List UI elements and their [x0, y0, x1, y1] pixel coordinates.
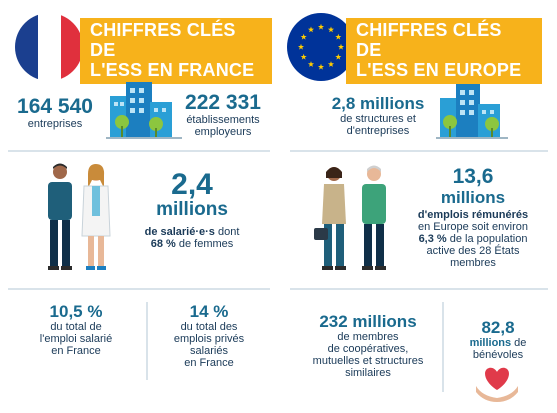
france-stat1: 10,5 % du total de l'emploi salarié en F…	[14, 302, 138, 357]
eu-star-icon	[335, 53, 342, 60]
eu-jobs-line3-rest: de la population	[446, 233, 528, 245]
volunteers-rest: de	[511, 337, 527, 349]
jobs-desc-2-rest: de femmes	[175, 238, 234, 250]
eu-star-icon	[300, 53, 307, 60]
volunteers-unit: millions	[469, 337, 512, 349]
eu-jobs-line5: membres	[450, 257, 496, 269]
france-stat2: 14 % du total des emplois privés salarié…	[152, 302, 266, 369]
buildings-icon-europe	[436, 76, 508, 140]
stat1-line3: en France	[51, 345, 101, 357]
jobs-desc-1-rest: dont	[214, 226, 240, 238]
structures-line1: de structures et	[340, 113, 416, 125]
jobs-desc-1-bold: de salarié·e·s	[144, 226, 215, 238]
europe-members: 232 millions de membres de coopératives,…	[298, 312, 438, 379]
eu-star-icon	[300, 33, 307, 40]
france-title-line2: l'ESS en France	[90, 60, 255, 80]
divider-france-vertical	[146, 302, 148, 380]
france-enterprises: 164 540 entreprises	[6, 95, 104, 131]
enterprises-label: entreprises	[27, 118, 83, 130]
members-line4: similaires	[345, 367, 391, 379]
jobs-desc-1: de salarié·e·s dont	[122, 226, 262, 238]
jobs-desc-2-bold: 68 %	[150, 238, 176, 250]
members-line2: de coopératives,	[327, 343, 409, 355]
structures-line2: d'entreprises	[346, 125, 410, 137]
employers-label-1: établissements	[186, 114, 260, 126]
eu-star-icon	[307, 61, 315, 67]
europe-volunteers: 82,8 millions de bénévoles	[448, 318, 548, 361]
employers-label-2: employeurs	[194, 126, 252, 138]
jobs-number: 2,4	[171, 168, 213, 201]
divider-europe-vertical	[442, 302, 444, 392]
eu-jobs-line2: en Europe soit environ	[417, 221, 529, 233]
members-number: 232 millions	[319, 312, 417, 331]
volunteers-number: 82,8	[481, 318, 515, 337]
eu-flag-icon	[286, 12, 356, 82]
divider-france-bottom	[8, 288, 270, 290]
members-line3: mutuelles et structures	[312, 355, 424, 367]
eu-star-icon	[307, 26, 315, 33]
france-employers: 222 331 établissements employeurs	[180, 91, 266, 139]
volunteers-line2: bénévoles	[472, 349, 524, 361]
europe-title-line1: Chiffres clés de	[356, 20, 502, 60]
divider-france-top	[8, 150, 270, 152]
france-title-line1: Chiffres clés de	[90, 20, 236, 60]
france-jobs: 2,4 millions de salarié·e·s dont 68 % de…	[122, 168, 262, 251]
stat2-line1: du total des	[180, 321, 238, 333]
eu-star-icon	[335, 33, 342, 40]
europe-title-banner: Chiffres clés de l'ESS en Europe	[346, 18, 542, 84]
eu-star-icon	[297, 43, 305, 50]
europe-jobs: 13,6 millions d'emplois rémunérés en Eur…	[398, 165, 548, 270]
people-icon-france	[40, 160, 116, 276]
eu-jobs-unit: millions	[440, 188, 506, 207]
eu-jobs-line4: active des 28 États	[426, 245, 520, 257]
heart-hands-icon	[474, 362, 520, 402]
france-flag-icon	[14, 12, 84, 82]
employers-number: 222 331	[185, 91, 261, 114]
jobs-unit: millions	[156, 199, 228, 220]
stat2-number: 14 %	[189, 302, 229, 321]
jobs-desc-2: 68 % de femmes	[122, 238, 262, 250]
stat2-line2: emplois privés	[173, 333, 245, 345]
eu-jobs-line3-bold: 6,3 %	[418, 233, 447, 245]
eu-star-icon	[327, 61, 335, 67]
buildings-icon	[106, 74, 182, 140]
eu-star-icon	[317, 63, 325, 70]
eu-jobs-line3: 6,3 % de la population	[398, 233, 548, 245]
enterprises-number: 164 540	[17, 95, 93, 118]
eu-jobs-number: 13,6	[452, 165, 494, 188]
eu-star-icon	[327, 26, 335, 33]
france-title-banner: Chiffres clés de l'ESS en France	[80, 18, 272, 84]
eu-star-icon	[337, 43, 345, 50]
stat2-line4: en France	[184, 357, 234, 369]
stat1-number: 10,5 %	[49, 302, 103, 321]
divider-europe-bottom	[290, 288, 548, 290]
stat1-line1: du total de	[50, 321, 102, 333]
stat2-line3: salariés	[190, 345, 228, 357]
europe-title-line2: l'ESS en Europe	[356, 60, 522, 80]
people-icon-europe	[312, 160, 396, 276]
eu-jobs-line1: d'emplois rémunérés	[417, 209, 529, 221]
structures-number: 2,8 millions	[331, 94, 425, 113]
europe-structures: 2,8 millions de structures et d'entrepri…	[326, 94, 430, 137]
stat1-line2: l'emploi salarié	[39, 333, 113, 345]
eu-star-icon	[317, 23, 325, 30]
divider-europe-top	[290, 150, 548, 152]
members-line1: de membres	[337, 331, 399, 343]
volunteers-line1: millions de	[448, 337, 548, 349]
